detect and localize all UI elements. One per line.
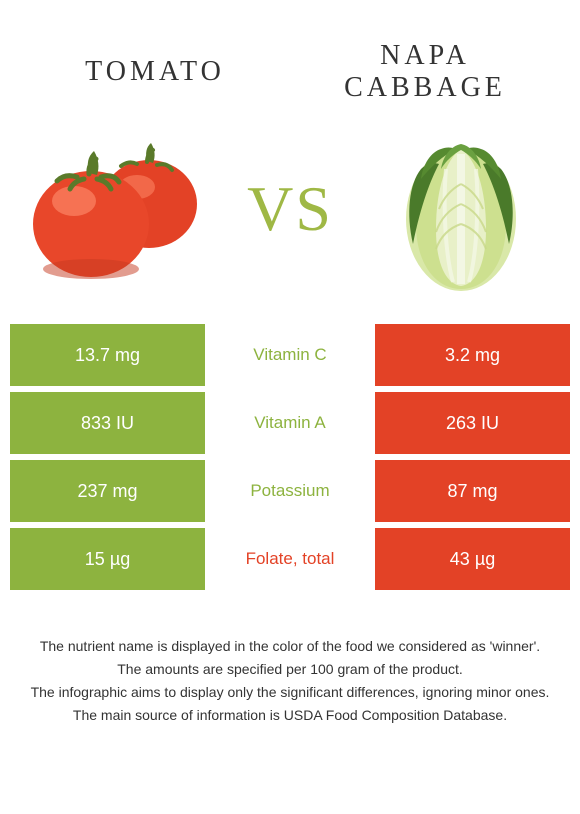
left-value: 15 µg [10,528,205,590]
cabbage-image [371,124,551,294]
left-value: 237 mg [10,460,205,522]
nutrient-row: 237 mgPotassium87 mg [10,460,570,522]
nutrient-row: 15 µgFolate, total43 µg [10,528,570,590]
right-value: 87 mg [375,460,570,522]
nutrient-label: Vitamin A [205,392,375,454]
right-title: Napa cabbage [300,40,550,104]
footer-line: The nutrient name is displayed in the co… [30,636,550,657]
left-title: Tomato [30,56,280,88]
footer-line: The infographic aims to display only the… [30,682,550,703]
left-value: 833 IU [10,392,205,454]
right-value: 263 IU [375,392,570,454]
right-value: 3.2 mg [375,324,570,386]
footer-line: The amounts are specified per 100 gram o… [30,659,550,680]
footer-line: The main source of information is USDA F… [30,705,550,726]
tomato-image [29,124,209,294]
nutrient-table: 13.7 mgVitamin C3.2 mg833 IUVitamin A263… [10,324,570,590]
nutrient-label: Vitamin C [205,324,375,386]
nutrient-row: 833 IUVitamin A263 IU [10,392,570,454]
left-value: 13.7 mg [10,324,205,386]
nutrient-label: Potassium [205,460,375,522]
vs-label: VS [247,172,333,246]
images-row: VS [0,114,580,324]
header: Tomato Napa cabbage [0,0,580,114]
right-value: 43 µg [375,528,570,590]
footer-notes: The nutrient name is displayed in the co… [0,596,580,726]
nutrient-row: 13.7 mgVitamin C3.2 mg [10,324,570,386]
nutrient-label: Folate, total [205,528,375,590]
